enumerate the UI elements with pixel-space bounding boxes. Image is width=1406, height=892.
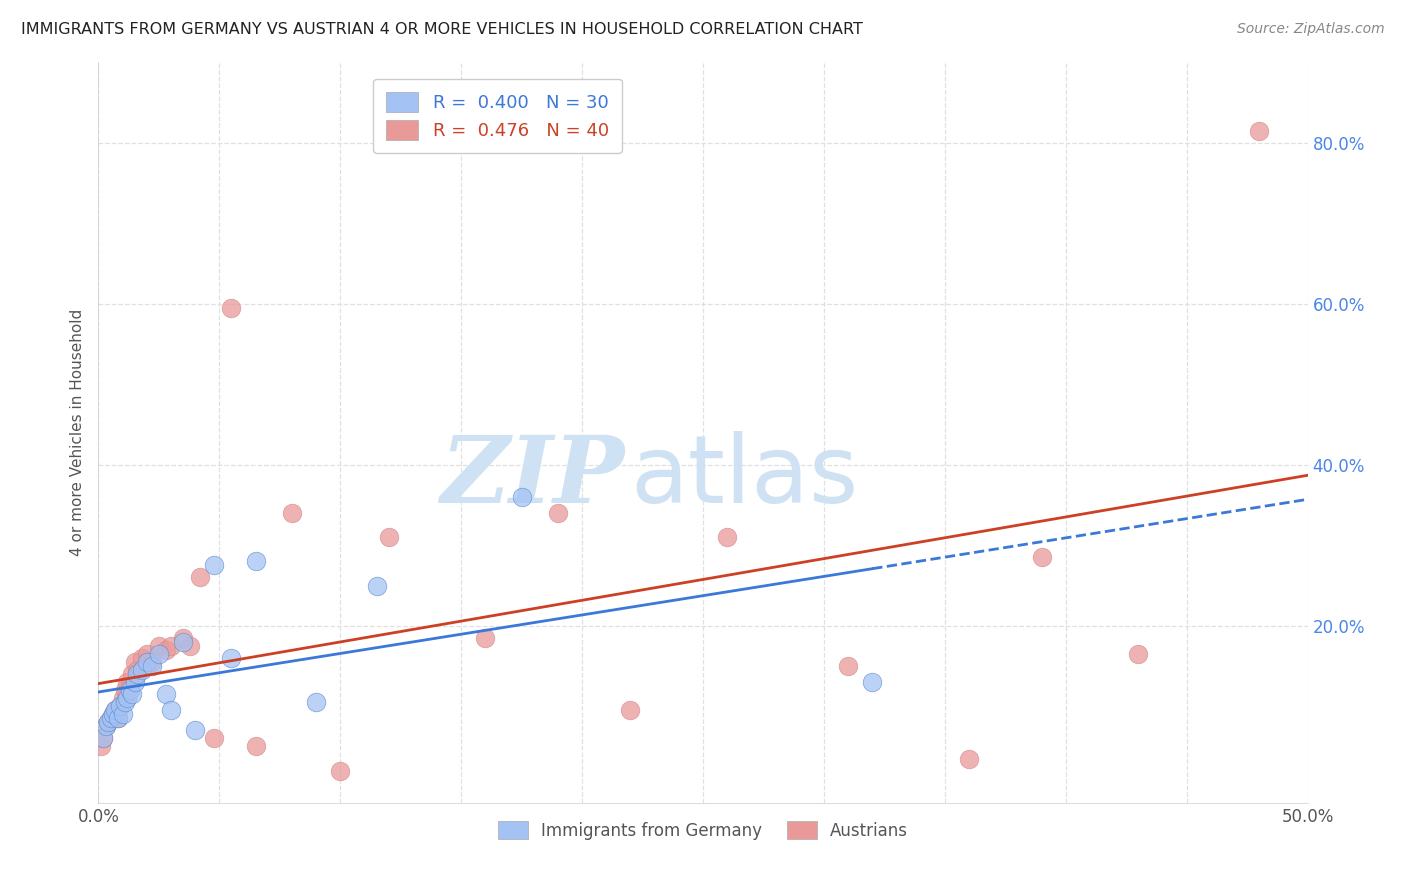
Point bbox=[121, 687, 143, 701]
Point bbox=[547, 506, 569, 520]
Point bbox=[155, 687, 177, 701]
Point bbox=[114, 683, 136, 698]
Point bbox=[619, 703, 641, 717]
Point bbox=[118, 679, 141, 693]
Point bbox=[101, 707, 124, 722]
Point bbox=[100, 711, 122, 725]
Point bbox=[377, 530, 399, 544]
Point bbox=[131, 663, 153, 677]
Point bbox=[160, 639, 183, 653]
Point bbox=[148, 647, 170, 661]
Point bbox=[366, 578, 388, 592]
Point bbox=[135, 647, 157, 661]
Text: ZIP: ZIP bbox=[440, 432, 624, 522]
Point bbox=[188, 570, 211, 584]
Point bbox=[837, 659, 859, 673]
Point bbox=[1031, 550, 1053, 565]
Point bbox=[179, 639, 201, 653]
Point bbox=[305, 695, 328, 709]
Y-axis label: 4 or more Vehicles in Household: 4 or more Vehicles in Household bbox=[69, 309, 84, 557]
Point bbox=[245, 554, 267, 568]
Point bbox=[329, 764, 352, 778]
Text: Source: ZipAtlas.com: Source: ZipAtlas.com bbox=[1237, 22, 1385, 37]
Legend: Immigrants from Germany, Austrians: Immigrants from Germany, Austrians bbox=[491, 814, 915, 847]
Point bbox=[155, 643, 177, 657]
Point bbox=[124, 655, 146, 669]
Point bbox=[94, 719, 117, 733]
Point bbox=[131, 651, 153, 665]
Point bbox=[111, 691, 134, 706]
Point bbox=[221, 301, 243, 315]
Point bbox=[97, 715, 120, 730]
Point bbox=[90, 739, 112, 754]
Point bbox=[204, 731, 226, 746]
Point bbox=[117, 675, 139, 690]
Point bbox=[121, 667, 143, 681]
Point bbox=[141, 655, 163, 669]
Point bbox=[91, 731, 114, 746]
Point bbox=[108, 699, 131, 714]
Point bbox=[104, 703, 127, 717]
Point bbox=[107, 711, 129, 725]
Point bbox=[135, 655, 157, 669]
Point bbox=[172, 635, 194, 649]
Point bbox=[1249, 124, 1271, 138]
Point bbox=[281, 506, 304, 520]
Point bbox=[860, 675, 883, 690]
Point bbox=[117, 691, 139, 706]
Point bbox=[221, 651, 243, 665]
Point bbox=[148, 639, 170, 653]
Point bbox=[141, 659, 163, 673]
Point bbox=[97, 715, 120, 730]
Point bbox=[114, 695, 136, 709]
Point bbox=[127, 667, 149, 681]
Point bbox=[204, 558, 226, 573]
Point bbox=[716, 530, 738, 544]
Point bbox=[101, 707, 124, 722]
Text: atlas: atlas bbox=[630, 431, 859, 523]
Point bbox=[107, 711, 129, 725]
Point bbox=[118, 683, 141, 698]
Point bbox=[245, 739, 267, 754]
Point bbox=[957, 751, 980, 765]
Point bbox=[124, 675, 146, 690]
Point bbox=[510, 490, 533, 504]
Point bbox=[94, 719, 117, 733]
Point bbox=[91, 731, 114, 746]
Point bbox=[104, 703, 127, 717]
Text: IMMIGRANTS FROM GERMANY VS AUSTRIAN 4 OR MORE VEHICLES IN HOUSEHOLD CORRELATION : IMMIGRANTS FROM GERMANY VS AUSTRIAN 4 OR… bbox=[21, 22, 863, 37]
Point bbox=[474, 631, 496, 645]
Point bbox=[111, 707, 134, 722]
Point bbox=[127, 663, 149, 677]
Point bbox=[184, 723, 207, 738]
Point bbox=[100, 711, 122, 725]
Point bbox=[108, 699, 131, 714]
Point bbox=[1128, 647, 1150, 661]
Point bbox=[172, 631, 194, 645]
Point bbox=[160, 703, 183, 717]
